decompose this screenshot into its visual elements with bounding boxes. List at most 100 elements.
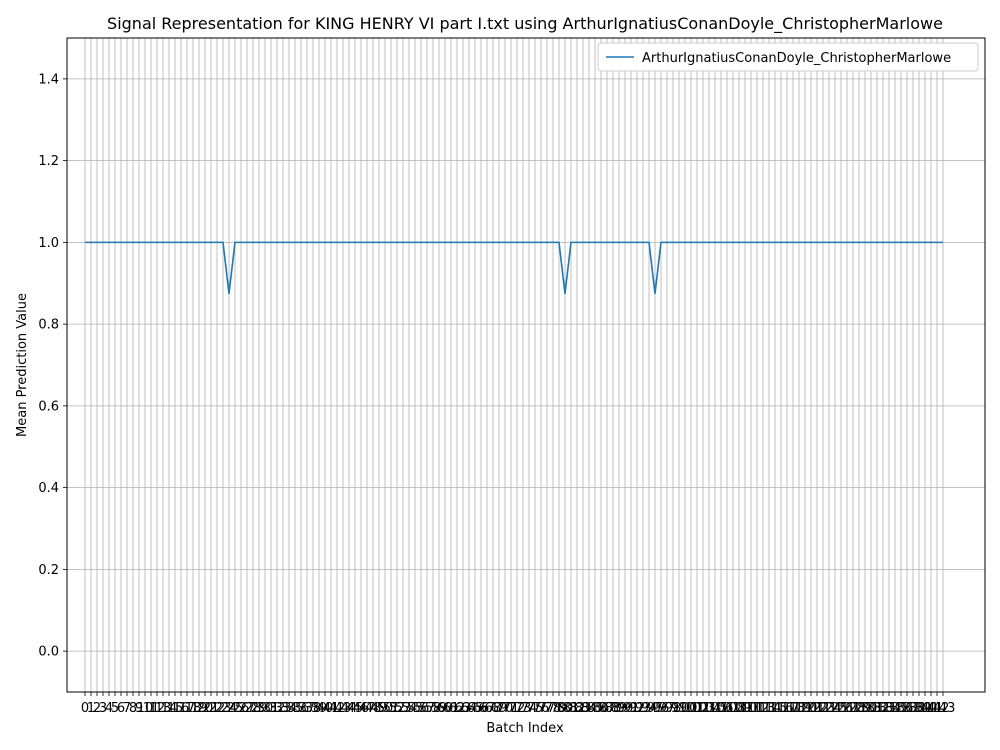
x-tick-label: 127 xyxy=(835,701,860,716)
x-tick-label: 132 xyxy=(865,701,890,716)
x-tick-label: 96 xyxy=(653,701,670,716)
x-tick-label: 142 xyxy=(925,701,950,716)
x-tick-label: 124 xyxy=(817,701,842,716)
x-tick-label: 86 xyxy=(593,701,610,716)
x-tick-label: 126 xyxy=(829,701,854,716)
x-tick-label: 111 xyxy=(739,701,764,716)
x-tick-label: 138 xyxy=(901,701,926,716)
x-tick-label: 130 xyxy=(853,701,878,716)
x-tick-label: 92 xyxy=(629,701,646,716)
x-tick-label: 19 xyxy=(191,701,208,716)
x-tick-label: 122 xyxy=(805,701,830,716)
x-tick-label: 120 xyxy=(793,701,818,716)
x-tick-label: 78 xyxy=(545,701,562,716)
x-tick-label: 85 xyxy=(587,701,604,716)
plot-frame xyxy=(66,37,986,693)
x-tick-label: 80 xyxy=(557,701,574,716)
legend-label: ArthurIgnatiusConanDoyle_ChristopherMarl… xyxy=(642,51,951,66)
x-tick-label: 139 xyxy=(907,701,932,716)
x-tick-label: 49 xyxy=(371,701,388,716)
x-tick-label: 79 xyxy=(551,701,568,716)
x-tick-label: 66 xyxy=(473,701,490,716)
x-tick-label: 88 xyxy=(605,701,622,716)
x-tick-label: 16 xyxy=(173,701,190,716)
x-tick-label: 45 xyxy=(347,701,364,716)
x-tick-label: 103 xyxy=(691,701,716,716)
x-tick-label: 55 xyxy=(407,701,424,716)
x-tick-label: 70 xyxy=(497,701,514,716)
x-tick-label: 8 xyxy=(129,701,137,716)
x-tick-label: 3 xyxy=(99,701,107,716)
x-tick-label: 12 xyxy=(149,701,166,716)
x-tick-label: 128 xyxy=(841,701,866,716)
x-tick-label: 46 xyxy=(353,701,370,716)
x-tick-label: 75 xyxy=(527,701,544,716)
x-tick-label: 10 xyxy=(137,701,154,716)
x-tick-label: 28 xyxy=(245,701,262,716)
x-tick-label: 90 xyxy=(617,701,634,716)
x-tick-label: 52 xyxy=(389,701,406,716)
x-tick-label: 24 xyxy=(221,701,238,716)
x-tick-label: 34 xyxy=(281,701,298,716)
x-tick-label: 36 xyxy=(293,701,310,716)
y-tick-label: 0.0 xyxy=(38,645,59,660)
x-tick-label: 14 xyxy=(161,701,178,716)
x-tick-label: 133 xyxy=(871,701,896,716)
x-tick-label: 125 xyxy=(823,701,848,716)
x-tick-label: 143 xyxy=(931,701,956,716)
series-line xyxy=(85,241,943,295)
x-tick-label: 33 xyxy=(275,701,292,716)
x-tick-label: 114 xyxy=(757,701,782,716)
x-tick-label: 18 xyxy=(185,701,202,716)
y-axis-ticks: 0.0 0.2 0.4 0.6 0.8 1.0 1.2 1.4 xyxy=(38,72,67,660)
x-tick-label: 65 xyxy=(467,701,484,716)
x-tick-label: 61 xyxy=(443,701,460,716)
x-tick-label: 62 xyxy=(449,701,466,716)
x-tick-label: 31 xyxy=(263,701,280,716)
x-tick-label: 113 xyxy=(751,701,776,716)
x-tick-label: 51 xyxy=(383,701,400,716)
x-tick-label: 44 xyxy=(341,701,358,716)
x-tick-label: 95 xyxy=(647,701,664,716)
x-tick-label: 71 xyxy=(503,701,520,716)
x-tick-label: 109 xyxy=(727,701,752,716)
x-tick-label: 94 xyxy=(641,701,658,716)
x-tick-label: 107 xyxy=(715,701,740,716)
x-tick-label: 53 xyxy=(395,701,412,716)
x-tick-label: 116 xyxy=(769,701,794,716)
x-tick-label: 7 xyxy=(123,701,131,716)
x-tick-label: 39 xyxy=(311,701,328,716)
x-tick-label: 93 xyxy=(635,701,652,716)
x-tick-label: 22 xyxy=(209,701,226,716)
y-tick-label: 0.8 xyxy=(38,318,59,333)
x-tick-label: 54 xyxy=(401,701,418,716)
x-tick-label: 15 xyxy=(167,701,184,716)
grid xyxy=(67,38,985,692)
x-tick-label: 67 xyxy=(479,701,496,716)
x-tick-label: 26 xyxy=(233,701,250,716)
x-tick-label: 48 xyxy=(365,701,382,716)
x-tick-label: 0 xyxy=(81,701,89,716)
x-tick-label: 40 xyxy=(317,701,334,716)
x-tick-label: 32 xyxy=(269,701,286,716)
x-tick-label: 43 xyxy=(335,701,352,716)
x-tick-label: 5 xyxy=(111,701,119,716)
x-tick-label: 35 xyxy=(287,701,304,716)
x-tick-label: 97 xyxy=(659,701,676,716)
x-tick-label: 134 xyxy=(877,701,902,716)
x-tick-label: 58 xyxy=(425,701,442,716)
x-tick-label: 87 xyxy=(599,701,616,716)
x-tick-label: 119 xyxy=(787,701,812,716)
x-tick-label: 64 xyxy=(461,701,478,716)
x-tick-label: 38 xyxy=(305,701,322,716)
x-tick-label: 13 xyxy=(155,701,172,716)
x-tick-label: 4 xyxy=(105,701,113,716)
x-tick-label: 72 xyxy=(509,701,526,716)
x-tick-label: 136 xyxy=(889,701,914,716)
x-tick-label: 100 xyxy=(673,701,698,716)
x-tick-label: 84 xyxy=(581,701,598,716)
x-tick-label: 83 xyxy=(575,701,592,716)
x-tick-label: 56 xyxy=(413,701,430,716)
x-tick-label: 115 xyxy=(763,701,788,716)
y-tick-label: 0.2 xyxy=(38,563,59,578)
